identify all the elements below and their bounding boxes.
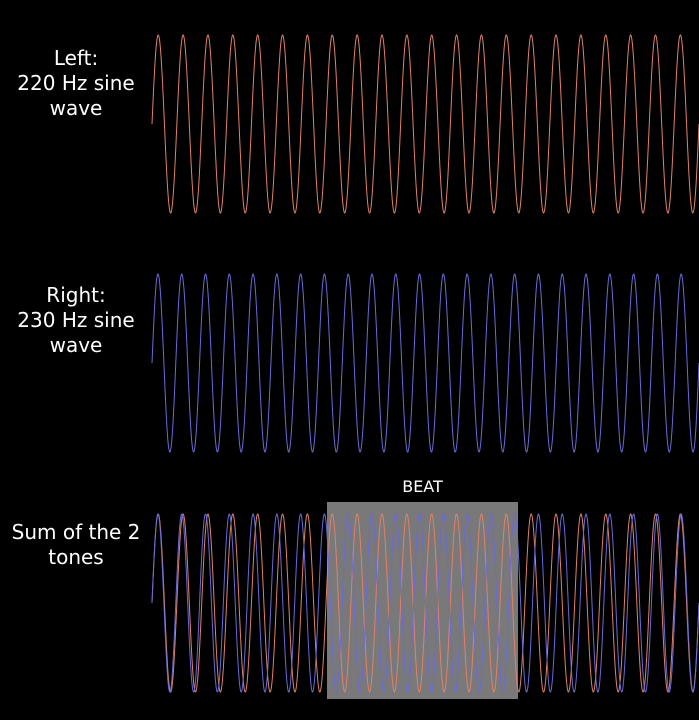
sum-label-line-2: tones	[48, 545, 104, 569]
left-label-line-1: Left:	[53, 46, 99, 70]
right-label-line-3: wave	[49, 333, 103, 357]
sum-wave-label: Sum of the 2 tones	[0, 520, 152, 570]
beat-label: BEAT	[402, 477, 443, 496]
sum-label-line-1: Sum of the 2	[11, 520, 141, 544]
right-label-line-1: Right:	[46, 283, 106, 307]
right-wave-label: Right: 230 Hz sine wave	[0, 283, 152, 358]
right-label-line-2: 230 Hz sine	[17, 308, 135, 332]
left-label-line-3: wave	[49, 96, 103, 120]
left-sine-wave	[151, 34, 699, 214]
sum-right-component-wave	[151, 513, 699, 693]
left-wave-label: Left: 220 Hz sine wave	[0, 46, 152, 121]
right-sine-wave	[151, 273, 699, 453]
left-label-line-2: 220 Hz sine	[17, 71, 135, 95]
